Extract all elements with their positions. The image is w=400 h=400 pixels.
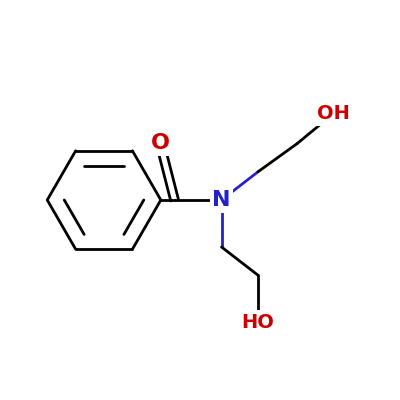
Text: N: N xyxy=(212,190,231,210)
Text: O: O xyxy=(150,133,170,153)
Text: HO: HO xyxy=(242,313,274,332)
Text: OH: OH xyxy=(317,104,350,123)
